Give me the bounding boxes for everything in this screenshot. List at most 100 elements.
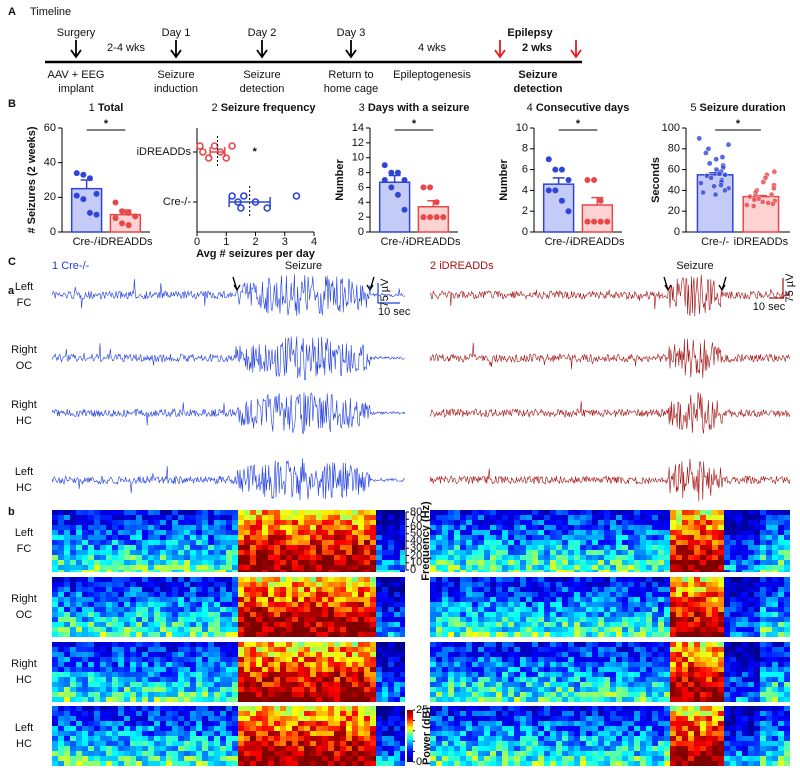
spectrogram-cell <box>52 535 58 540</box>
spectrogram-cell <box>214 560 220 565</box>
spectrogram-cell <box>742 582 748 587</box>
spectrogram-cell <box>472 535 478 540</box>
spectrogram-cell <box>184 652 190 657</box>
spectrogram-cell <box>70 677 76 682</box>
spectrogram-cell <box>130 617 136 622</box>
spectrogram-cell <box>172 550 178 555</box>
spectrogram-cell <box>592 657 598 662</box>
spectrogram-cell <box>232 746 238 751</box>
epilepsy-interval: 2 wks <box>522 42 552 54</box>
spectrogram-cell <box>310 761 316 766</box>
spectrogram-cell <box>70 602 76 607</box>
spectrogram-cell <box>304 520 310 525</box>
spectrogram-cell <box>184 736 190 741</box>
spectrogram-cell <box>232 682 238 687</box>
spectrogram-cell <box>52 550 58 555</box>
spectrogram-cell <box>646 647 652 652</box>
spectrogram-cell <box>628 560 634 565</box>
spectrogram-cell <box>502 627 508 632</box>
spectrogram-cell <box>124 711 130 716</box>
spectrogram-cell <box>166 677 172 682</box>
spectrogram-cell <box>244 622 250 627</box>
spectrogram-cell <box>328 687 334 692</box>
spectrogram-cell <box>376 647 382 652</box>
spectrogram-cell <box>160 711 166 716</box>
spectrogram-cell <box>232 711 238 716</box>
spectrogram-cell <box>400 627 405 632</box>
spectrogram-cell <box>112 540 118 545</box>
spectrogram-cell <box>82 582 88 587</box>
spectrogram-cell <box>178 751 184 756</box>
spectrogram-cell <box>76 741 82 746</box>
data-point <box>93 211 100 218</box>
spectrogram-cell <box>712 525 718 530</box>
spectrogram-cell <box>154 731 160 736</box>
spectrogram-cell <box>664 642 670 647</box>
seizure-arrow <box>232 276 241 292</box>
data-point <box>760 179 767 185</box>
spectrogram-cell <box>748 565 754 570</box>
spectrogram-cell <box>226 642 232 647</box>
spectrogram-cell <box>352 706 358 711</box>
spectrogram-cell <box>346 565 352 570</box>
spectrogram-cell <box>94 652 100 657</box>
spectrogram-cell <box>250 667 256 672</box>
spectrogram-cell <box>454 647 460 652</box>
spectrogram-cell <box>514 515 520 520</box>
spectrogram-cell <box>376 602 382 607</box>
spectrogram-cell <box>64 545 70 550</box>
spectrogram-cell <box>592 540 598 545</box>
spectrogram-cell <box>130 530 136 535</box>
spectrogram-cell <box>286 741 292 746</box>
spectrogram-cell <box>244 692 250 697</box>
spectrogram-cell <box>400 667 405 672</box>
seizure-label: Seizure <box>676 260 713 272</box>
spectrogram-cell <box>610 652 616 657</box>
spectrogram-cell <box>184 761 190 766</box>
spectrogram-cell <box>262 731 268 736</box>
spectrogram-cell <box>514 632 520 637</box>
spectrogram-cell <box>244 520 250 525</box>
y-tick-label: 4 <box>522 184 528 196</box>
spectrogram-cell <box>334 540 340 545</box>
spectrogram-cell <box>616 525 622 530</box>
spectrogram-cell <box>490 597 496 602</box>
spectrogram-cell <box>376 535 382 540</box>
spectrogram-cell <box>634 535 640 540</box>
spectrogram-cell <box>604 545 610 550</box>
spectrogram-cell <box>376 687 382 692</box>
spectrogram-cell <box>646 652 652 657</box>
spectrogram-cell <box>286 756 292 761</box>
spectrogram-cell <box>118 692 124 697</box>
spectrogram-cell <box>166 706 172 711</box>
spectrogram-cell <box>322 570 328 572</box>
spectrogram-cell <box>364 570 370 572</box>
spectrogram-cell <box>70 692 76 697</box>
spectrogram-cell <box>706 525 712 530</box>
spectrogram-cell <box>532 577 538 582</box>
spectrogram-cell <box>298 652 304 657</box>
spectrogram-cell <box>724 582 730 587</box>
spectrogram-cell <box>436 565 442 570</box>
spectrogram-cell <box>376 520 382 525</box>
spectrogram-cell <box>112 647 118 652</box>
spectrogram-cell <box>142 612 148 617</box>
spectrogram-cell <box>298 682 304 687</box>
spectrogram-cell <box>118 612 124 617</box>
spectrogram-cell <box>76 597 82 602</box>
spectrogram-cell <box>622 612 628 617</box>
spectrogram-cell <box>94 520 100 525</box>
spectrogram-cell <box>322 697 328 702</box>
spectrogram-cell <box>766 510 772 515</box>
spectrogram-cell <box>226 751 232 756</box>
spectrogram-cell <box>214 726 220 731</box>
spectrogram-cell <box>532 647 538 652</box>
spectrogram-cell <box>340 736 346 741</box>
spectrogram-cell <box>346 560 352 565</box>
spectrogram-cell <box>100 510 106 515</box>
spectrogram-cell <box>118 662 124 667</box>
data-point <box>112 199 119 206</box>
spectrogram-cell <box>70 592 76 597</box>
spectrogram-cell <box>592 632 598 637</box>
spectrogram-cell <box>376 560 382 565</box>
